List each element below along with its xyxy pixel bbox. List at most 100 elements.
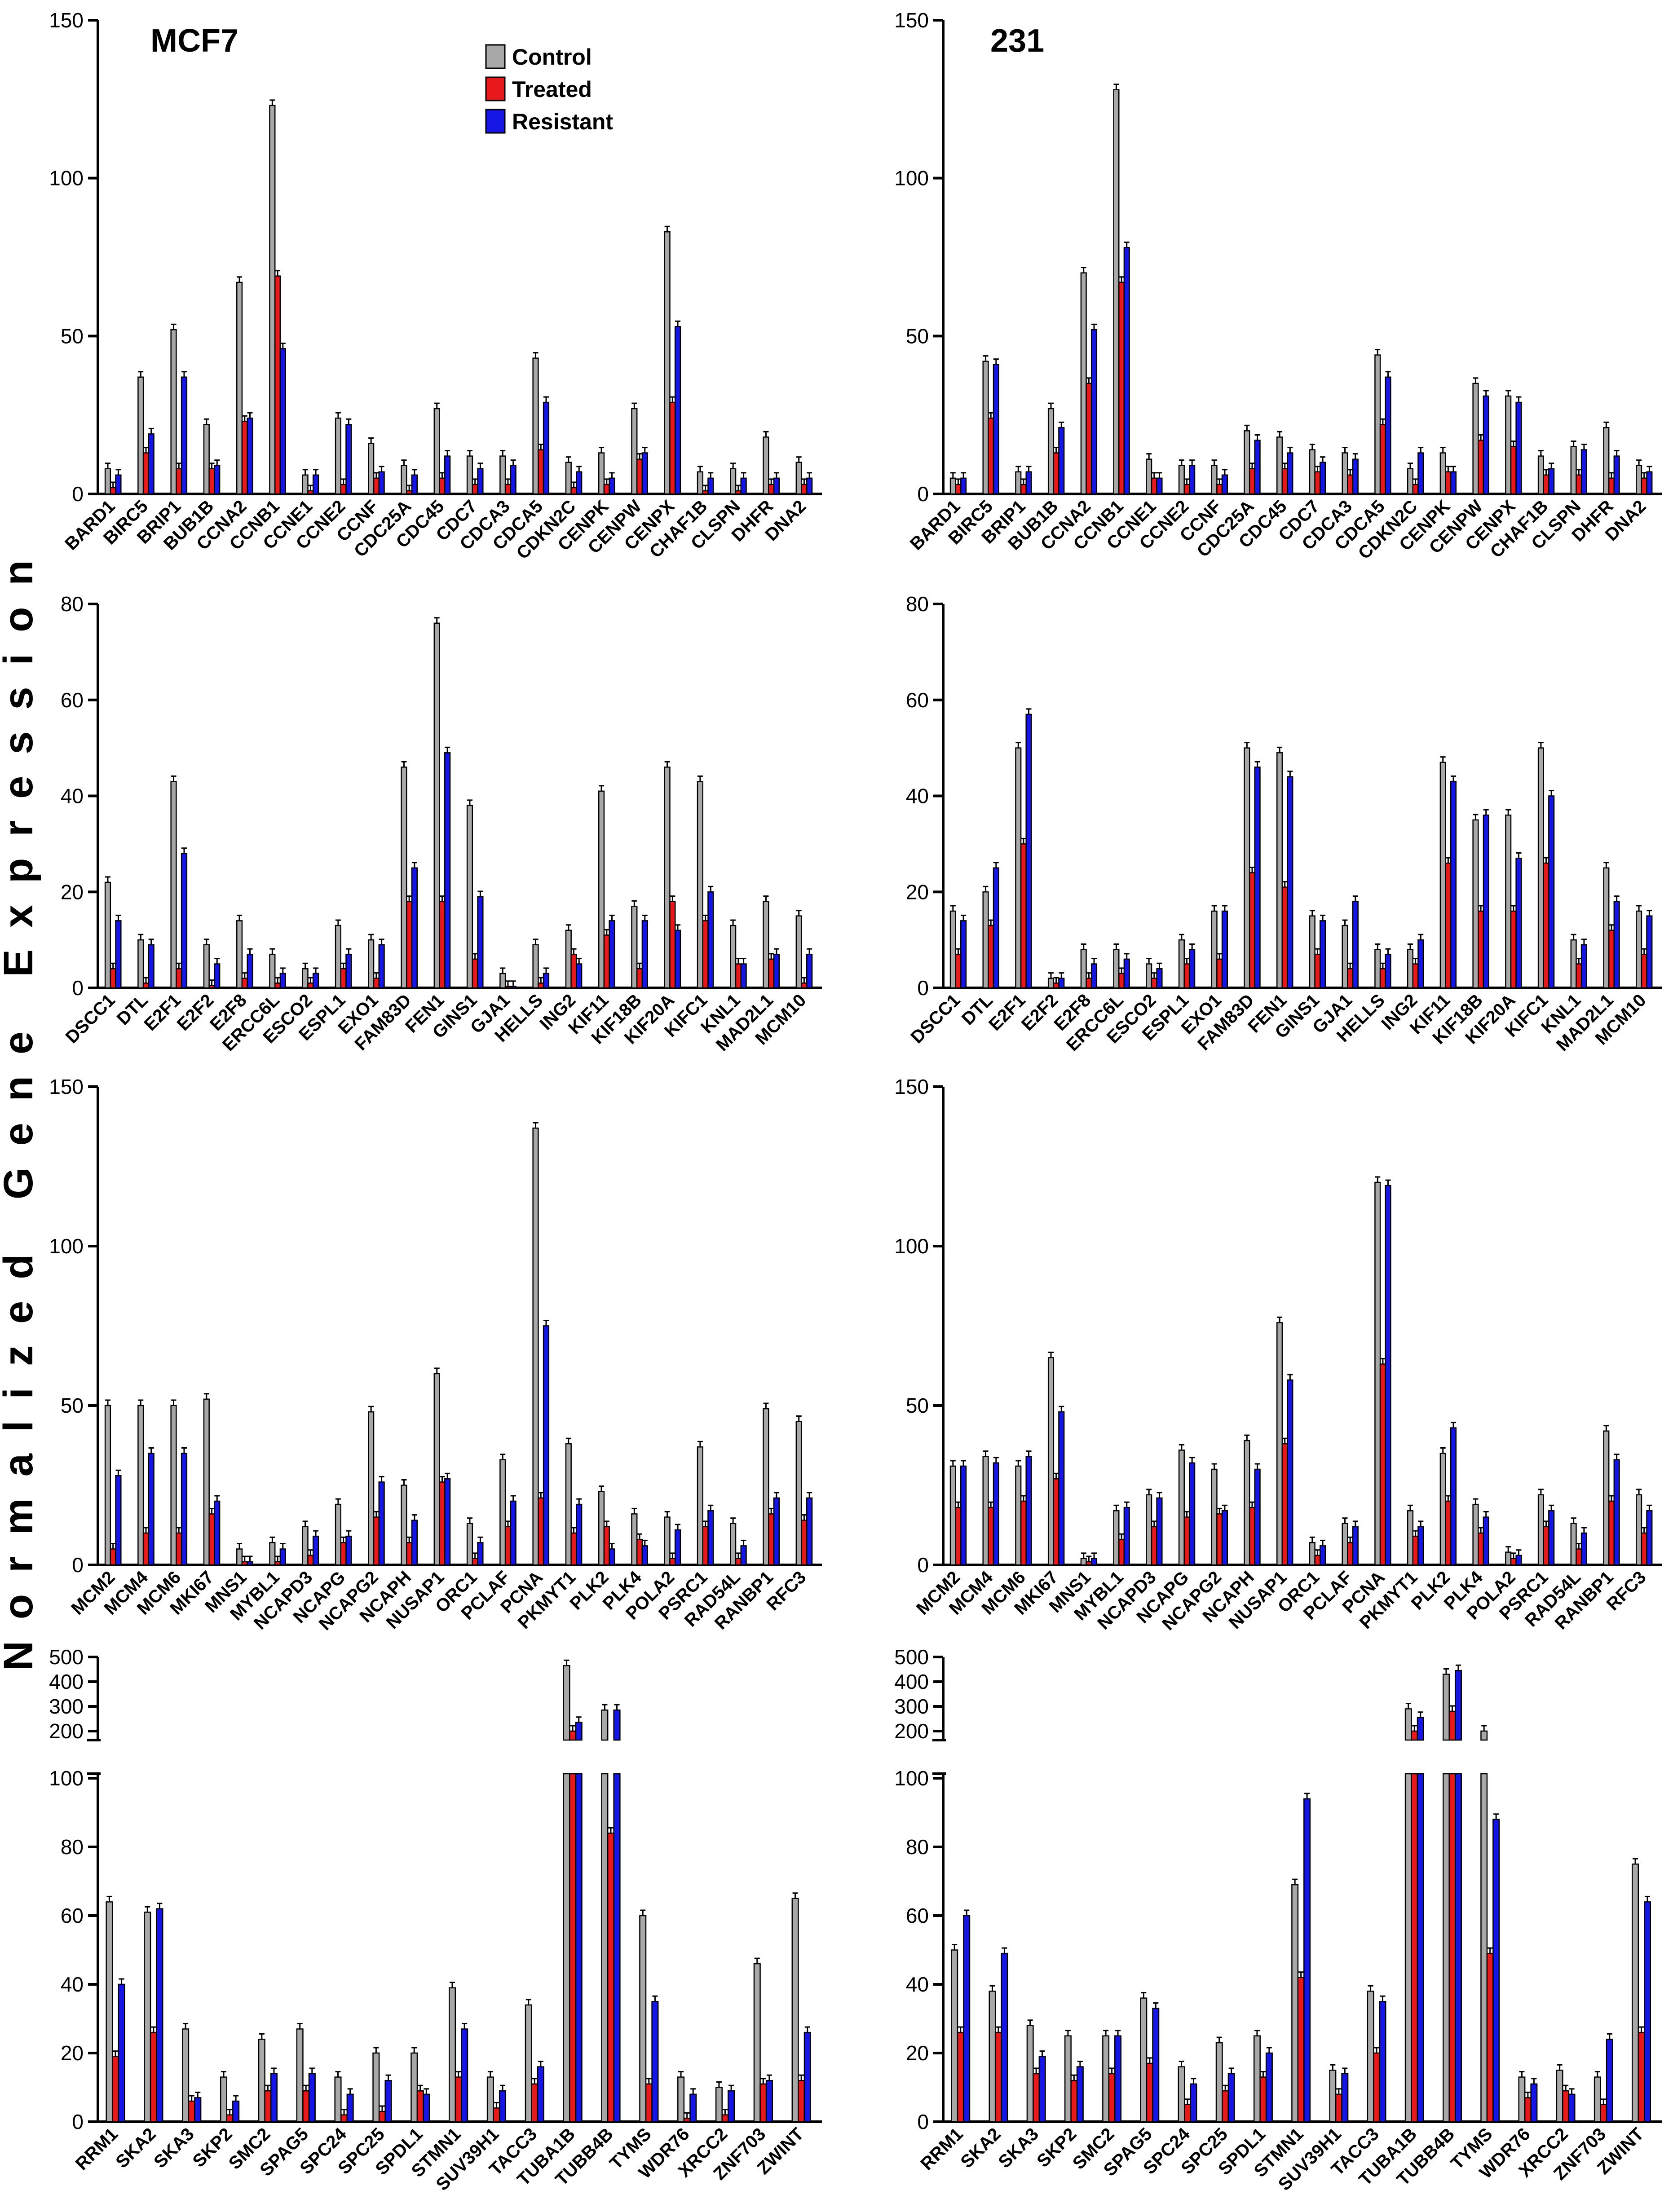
y-tick-label: 50 <box>906 1394 929 1417</box>
bar-rrm1-treated <box>957 2031 964 2123</box>
y-lower-tick-label: 0 <box>72 2110 84 2133</box>
bar-ncapd3-treated <box>1151 1526 1157 1566</box>
bar-mns1-treated <box>1086 1561 1092 1566</box>
bar-kif20a-resistant <box>674 930 681 989</box>
y-lower-tick-label: 100 <box>49 1767 84 1790</box>
bar-ncapd3-resistant <box>312 1535 319 1566</box>
bar-ncapg2-resistant <box>1221 1510 1228 1566</box>
bar-e2f1-control <box>1015 747 1022 989</box>
bar-tubb4b-treated-lower <box>1448 1773 1456 2123</box>
y-upper-tick-label: 500 <box>894 1645 929 1669</box>
bar-psrc1-control <box>1537 1494 1544 1566</box>
bar-kif18b-resistant <box>1483 815 1489 989</box>
bar-cenpw-control <box>1472 383 1479 495</box>
bar-e2f2-control <box>203 944 210 989</box>
bar-xrcc2-resistant <box>1568 2093 1576 2123</box>
bar-dtl-control <box>982 891 989 989</box>
bar-ncapd3-control <box>302 1526 309 1566</box>
bar-ccna2-control <box>1080 272 1087 495</box>
bar-zwint-control <box>791 1898 799 2123</box>
bar-ska2-control <box>989 1991 996 2123</box>
bar-ccnb1-treated <box>1118 282 1125 495</box>
bar-cenpx-treated <box>1510 446 1517 495</box>
bar-dhfr-treated <box>768 484 775 495</box>
bar-birc5-control <box>982 361 989 495</box>
bar-spc25-resistant <box>384 2080 392 2123</box>
bar-knl1-control <box>730 925 737 989</box>
bar-ranbp1-resistant <box>1613 1459 1620 1566</box>
bar-clspn-resistant <box>1580 449 1587 495</box>
bar-nusap1-control <box>433 1373 440 1566</box>
bar-pkmyt1-resistant <box>576 1503 583 1566</box>
x-tick-label-ska2: SKA2 <box>112 2124 160 2172</box>
y-tick-label: 50 <box>61 324 84 348</box>
bar-tacc3-resistant <box>1379 2001 1386 2123</box>
bar-bub1b-resistant <box>214 465 221 495</box>
bar-ncaph-resistant <box>411 1520 418 1566</box>
bar-fen1-resistant <box>444 752 451 989</box>
bar-tubb4b-treated-upper <box>1448 1710 1456 1741</box>
legend: Control Treated Resistant <box>485 44 613 134</box>
bar-cdc45-treated <box>1281 468 1288 495</box>
bar-spdl1-resistant <box>423 2093 430 2123</box>
bar-cdc7-resistant <box>477 468 484 495</box>
bar-kif11-treated <box>1445 862 1452 989</box>
bar-ccnb1-treated <box>274 275 281 495</box>
y-lower-tick-label: 100 <box>894 1767 929 1790</box>
bar-e2f8-treated <box>241 978 248 989</box>
y-lower-tick-label: 0 <box>917 2110 929 2133</box>
bar-ncaph-resistant <box>1254 1468 1261 1566</box>
y-lower-tick-label: 60 <box>906 1904 929 1927</box>
bar-pola2-resistant <box>674 1529 681 1566</box>
bar-kif20a-control <box>1505 815 1512 989</box>
bar-exo1-control <box>1211 910 1218 989</box>
bar-zwint-treated <box>798 2080 805 2123</box>
y-axis-label: Normalized Gene Expression <box>0 538 41 1670</box>
bar-mcm6-control <box>1015 1465 1022 1566</box>
bar-esco2-control <box>302 968 309 989</box>
bar-rad54l-resistant <box>740 1545 747 1566</box>
bar-bub1b-control <box>203 424 210 495</box>
bar-mns1-control <box>1080 1558 1087 1566</box>
bar-cdca5-control <box>532 357 539 495</box>
bar-espl1-resistant <box>1189 949 1196 989</box>
bar-dscc1-control <box>104 881 111 989</box>
bar-psrc1-control <box>697 1446 704 1566</box>
bar-e2f2-resistant <box>1058 978 1065 989</box>
bar-cdc7-control <box>1309 449 1315 495</box>
bar-ncapg2-control <box>368 1411 375 1566</box>
bar-exo1-treated <box>1216 958 1223 989</box>
bar-esco2-resistant <box>1156 968 1163 989</box>
bar-orc1-treated <box>472 1558 478 1566</box>
x-tick-label-ska3: SKA3 <box>995 2124 1043 2172</box>
bar-brip1-control <box>1015 471 1022 495</box>
bar-znf703-control <box>753 1963 761 2123</box>
bar-ccnf-resistant <box>378 471 385 495</box>
bar-ranbp1-treated <box>768 1513 775 1566</box>
bar-knl1-treated <box>735 963 742 989</box>
bar-znf703-treated <box>759 2083 767 2123</box>
bar-tubb4b-resistant-upper <box>613 1710 621 1741</box>
bar-e2f1-resistant <box>1025 714 1032 989</box>
bar-mcm2-treated <box>955 1507 962 1566</box>
panels: 050100150MCF7BARD1BIRC5BRIP1BUB1BCCNA2CC… <box>49 9 1664 2194</box>
bar-mns1-treated <box>241 1561 248 1566</box>
bar-mcm2-resistant <box>115 1475 122 1566</box>
y-tick-label: 40 <box>906 784 929 808</box>
bar-kif20a-resistant <box>1515 858 1522 989</box>
bar-skp2-treated <box>1070 2080 1078 2123</box>
bar-rad54l-control <box>1570 1523 1577 1566</box>
bar-dhfr-treated <box>1608 477 1615 495</box>
bar-clspn-control <box>1570 446 1577 495</box>
bar-espl1-treated <box>1183 963 1190 989</box>
bar-mybl1-treated <box>1118 1538 1125 1566</box>
bar-kifc1-control <box>697 781 704 989</box>
bar-wdr76-treated <box>1524 2097 1532 2123</box>
bar-cdc45-control <box>1276 436 1283 495</box>
bar-ccna2-resistant <box>247 417 253 495</box>
bar-mcm4-resistant <box>148 1453 154 1566</box>
bar-ccnf-control <box>368 443 375 495</box>
bar-brip1-resistant <box>1025 471 1032 495</box>
bar-ercc6l-control <box>269 953 276 989</box>
bar-skp2-control <box>1064 2035 1072 2123</box>
